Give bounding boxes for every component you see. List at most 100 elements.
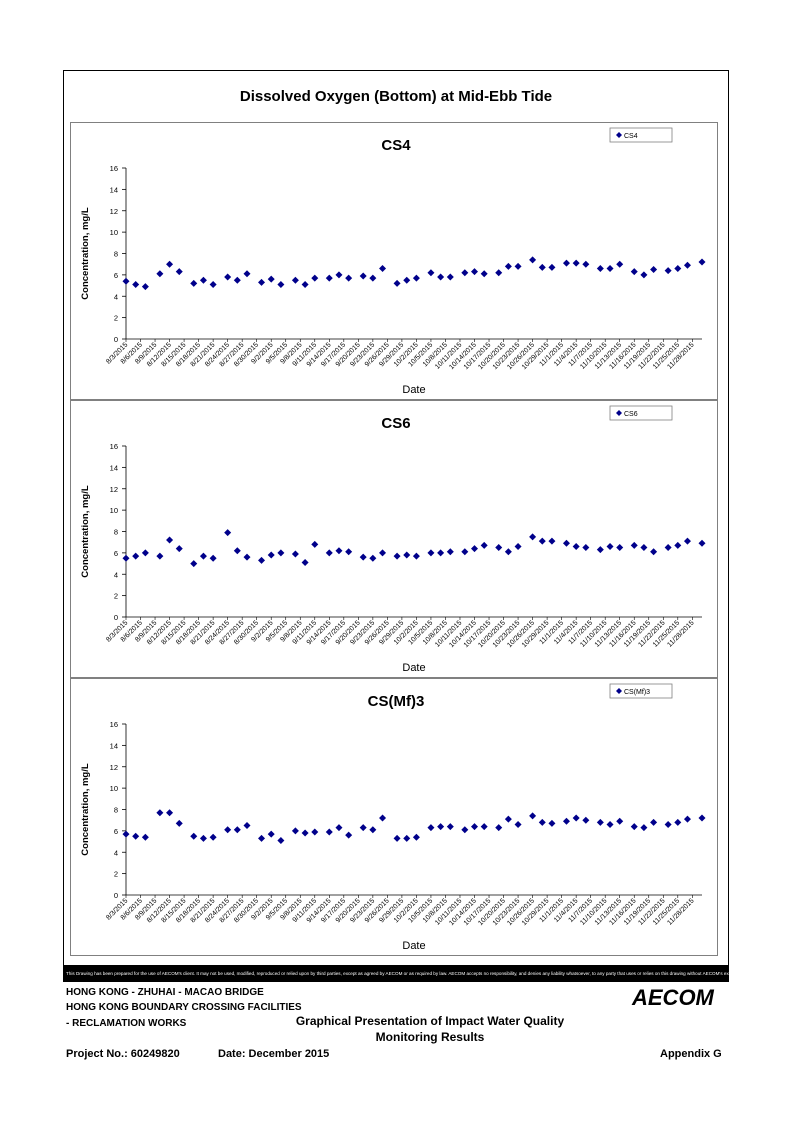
- y-tick-label: 0: [114, 613, 118, 622]
- data-point: [209, 833, 217, 841]
- data-point: [393, 834, 401, 842]
- data-point: [582, 260, 590, 268]
- drawing-title-line1: Graphical Presentation of Impact Water Q…: [295, 1014, 565, 1028]
- data-point: [258, 556, 266, 564]
- legend: CS(Mf)3: [609, 683, 673, 699]
- data-point: [359, 824, 367, 832]
- data-point: [446, 273, 454, 281]
- footer-line3: - RECLAMATION WORKS: [66, 1018, 187, 1029]
- data-point: [640, 824, 648, 832]
- legend-box: [609, 405, 673, 421]
- data-point: [514, 820, 522, 828]
- y-tick-label: 4: [114, 570, 118, 579]
- y-tick-label: 10: [110, 506, 118, 515]
- y-tick-label: 16: [110, 164, 118, 173]
- data-point: [437, 549, 445, 557]
- data-point: [243, 553, 251, 561]
- data-point: [572, 542, 580, 550]
- data-point: [548, 537, 556, 545]
- data-point: [461, 548, 469, 556]
- chart-panel-cs4: CS4CS402468101214168/3/20158/6/20158/9/2…: [70, 122, 718, 400]
- y-tick-label: 4: [114, 848, 118, 857]
- y-tick-label: 2: [114, 870, 118, 879]
- panel-border: [70, 678, 718, 956]
- data-point: [538, 263, 546, 271]
- data-point: [132, 552, 140, 560]
- data-point: [427, 269, 435, 277]
- data-point: [369, 274, 377, 282]
- data-point: [495, 544, 503, 552]
- chart-panel-csmf3: CS(Mf)3CS(Mf)302468101214168/3/20158/6/2…: [70, 678, 718, 956]
- y-tick-label: 8: [114, 250, 118, 259]
- data-point: [291, 550, 299, 558]
- data-point: [233, 276, 241, 284]
- y-tick-label: 10: [110, 228, 118, 237]
- legend-marker: [616, 688, 622, 694]
- data-point: [630, 268, 638, 276]
- page-title: Dissolved Oxygen (Bottom) at Mid-Ebb Tid…: [239, 88, 553, 105]
- appendix-label: Appendix G: [660, 1048, 722, 1060]
- data-point: [683, 815, 691, 823]
- data-point: [582, 816, 590, 824]
- data-point: [596, 818, 604, 826]
- data-point: [122, 277, 130, 285]
- data-point: [156, 809, 164, 817]
- data-point: [199, 276, 207, 284]
- y-tick-label: 16: [110, 720, 118, 729]
- data-point: [199, 834, 207, 842]
- data-point: [166, 260, 174, 268]
- data-point: [562, 817, 570, 825]
- y-axis-title: Concentration, mg/L: [80, 485, 91, 578]
- data-point: [674, 818, 682, 826]
- data-point: [471, 823, 479, 831]
- panel-border: [70, 122, 718, 400]
- data-point: [664, 267, 672, 275]
- data-point: [379, 264, 387, 272]
- data-point: [529, 533, 537, 541]
- legend: CS4: [609, 127, 673, 143]
- data-point: [664, 820, 672, 828]
- data-point: [393, 279, 401, 287]
- data-point: [190, 832, 198, 840]
- data-point: [190, 279, 198, 287]
- y-tick-label: 12: [110, 763, 118, 772]
- data-point: [630, 823, 638, 831]
- data-point: [233, 547, 241, 555]
- data-point: [291, 276, 299, 284]
- data-point: [403, 551, 411, 559]
- data-point: [640, 544, 648, 552]
- data-point: [311, 828, 319, 836]
- data-point: [606, 542, 614, 550]
- y-tick-label: 12: [110, 207, 118, 216]
- data-point: [538, 818, 546, 826]
- data-point: [325, 274, 333, 282]
- data-point: [650, 548, 658, 556]
- y-tick-label: 8: [114, 806, 118, 815]
- data-point: [156, 552, 164, 560]
- y-tick-label: 10: [110, 784, 118, 793]
- data-point: [437, 823, 445, 831]
- data-point: [446, 548, 454, 556]
- drawing-title-line2: Monitoring Results: [375, 1030, 485, 1044]
- project-number: Project No.: 60249820: [66, 1048, 180, 1060]
- data-point: [504, 548, 512, 556]
- data-point: [311, 274, 319, 282]
- data-point: [572, 259, 580, 267]
- data-point: [379, 549, 387, 557]
- data-point: [606, 264, 614, 272]
- data-point: [335, 824, 343, 832]
- data-point: [461, 826, 469, 834]
- data-point: [582, 544, 590, 552]
- chart-title: CS4: [381, 137, 411, 154]
- panel-border: [70, 400, 718, 678]
- data-point: [446, 823, 454, 831]
- footer-line2: HONG KONG BOUNDARY CROSSING FACILITIES: [66, 1002, 302, 1013]
- data-point: [412, 833, 420, 841]
- data-point: [369, 554, 377, 562]
- data-point: [369, 826, 377, 834]
- legend-box: [609, 127, 673, 143]
- data-point: [335, 271, 343, 279]
- data-point: [664, 544, 672, 552]
- data-point: [616, 817, 624, 825]
- data-point: [596, 264, 604, 272]
